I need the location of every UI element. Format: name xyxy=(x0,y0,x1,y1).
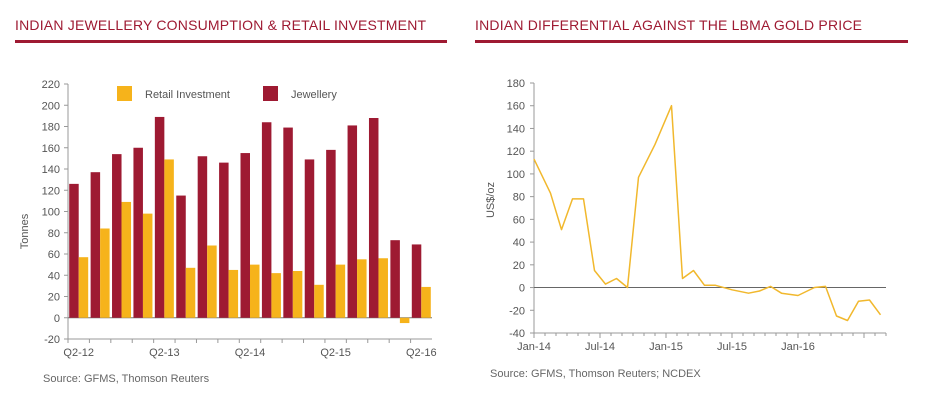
legend-swatch-jewellery xyxy=(263,86,278,101)
jewellery-bar xyxy=(347,125,358,318)
y-tick-label: -20 xyxy=(44,334,60,346)
y-tick-label: -20 xyxy=(509,305,525,317)
retail-investment-bar xyxy=(335,264,346,318)
x-tick-label: Jul-15 xyxy=(717,341,747,353)
y-tick-label: 0 xyxy=(54,313,60,325)
retail-investment-bar xyxy=(185,267,196,318)
legend-label-jewellery: Jewellery xyxy=(291,89,337,101)
y-tick-label: 100 xyxy=(507,169,525,181)
retail-investment-bar xyxy=(314,284,324,318)
retail-investment-bar xyxy=(271,273,281,318)
jewellery-bar xyxy=(390,240,400,318)
y-tick-label: 100 xyxy=(42,207,60,219)
y-tick-label: 120 xyxy=(42,185,60,197)
retail-investment-bar xyxy=(421,286,431,318)
right-chart-title: INDIAN DIFFERENTIAL AGAINST THE LBMA GOL… xyxy=(475,17,863,33)
legend-swatch-retail xyxy=(117,86,132,101)
x-tick-label: Q2-12 xyxy=(63,347,94,359)
y-tick-label: 120 xyxy=(507,146,525,158)
jewellery-bar xyxy=(69,183,79,318)
jewellery-bar xyxy=(283,127,293,318)
jewellery-bar xyxy=(154,116,165,318)
x-tick-label: Q2-15 xyxy=(320,347,351,359)
bar-chart: -20 0 20 40 60 80 100 120 140 160 180 200 220 Tonnes Q… xyxy=(19,79,437,359)
retail-investment-bar xyxy=(207,245,217,318)
retail-investment-bar xyxy=(357,259,367,318)
right-title-rule xyxy=(475,40,908,43)
y-tick-label: 160 xyxy=(42,143,60,155)
jewellery-bar xyxy=(261,122,272,318)
x-tick-label: Q2-13 xyxy=(149,347,180,359)
y-tick-label: 60 xyxy=(513,214,525,226)
right-chart-source: Source: GFMS, Thomson Reuters; NCDEX xyxy=(490,368,701,380)
jewellery-bar xyxy=(90,172,101,318)
left-title-rule xyxy=(15,40,447,43)
y-tick-label: 140 xyxy=(42,164,60,176)
jewellery-bar xyxy=(304,159,315,318)
retail-investment-bar xyxy=(228,269,239,318)
jewellery-bar xyxy=(133,147,143,318)
y-tick-label: 140 xyxy=(507,123,525,135)
left-chart-source: Source: GFMS, Thomson Reuters xyxy=(43,373,210,385)
differential-line xyxy=(533,104,882,322)
jewellery-bar xyxy=(197,156,208,318)
x-tick-label: Jan-14 xyxy=(517,341,551,353)
y-tick-label: 80 xyxy=(48,228,60,240)
jewellery-bar xyxy=(411,244,422,318)
y-tick-label: 40 xyxy=(513,237,525,249)
y-tick-label: 40 xyxy=(48,270,60,282)
jewellery-bar xyxy=(112,154,122,318)
y-tick-label: 180 xyxy=(507,78,525,90)
jewellery-bar xyxy=(219,162,229,318)
y-tick-label: 80 xyxy=(513,192,525,204)
x-tick-label: Jan-15 xyxy=(649,341,683,353)
y-tick-label: 20 xyxy=(48,292,60,304)
y-tick-label: 200 xyxy=(42,100,60,112)
legend-label-retail: Retail Investment xyxy=(145,89,230,101)
retail-investment-bar xyxy=(250,264,260,318)
retail-investment-bar xyxy=(142,213,153,318)
y-tick-label: 20 xyxy=(513,260,525,272)
y-axis-label: Tonnes xyxy=(19,213,31,249)
retail-investment-bar xyxy=(121,201,132,318)
x-tick-label: Q2-14 xyxy=(235,347,266,359)
y-tick-label: 60 xyxy=(48,249,60,261)
jewellery-bar xyxy=(368,118,379,318)
y-tick-label: 0 xyxy=(519,283,525,295)
y-tick-label: 220 xyxy=(42,79,60,91)
y-tick-label: 160 xyxy=(507,101,525,113)
line-chart: -40 -20 0 20 40 60 80 100 120 140 160 180 US$/oz Jan-… xyxy=(485,78,887,353)
jewellery-bar xyxy=(240,153,250,318)
retail-investment-bar xyxy=(78,257,89,318)
x-tick-label: Jul-14 xyxy=(585,341,615,353)
x-tick-label: Jan-16 xyxy=(781,341,815,353)
left-chart-title: INDIAN JEWELLERY CONSUMPTION & RETAIL IN… xyxy=(15,17,427,33)
retail-investment-bar xyxy=(292,271,303,318)
retail-investment-bar xyxy=(399,317,410,324)
y-tick-label: -40 xyxy=(509,328,525,340)
retail-investment-bar xyxy=(100,228,110,318)
jewellery-bar xyxy=(326,149,336,318)
retail-investment-bar xyxy=(164,159,174,318)
jewellery-bar xyxy=(176,195,186,318)
x-tick-label: Q2-16 xyxy=(406,347,437,359)
y-axis-label: US$/oz xyxy=(485,182,497,218)
retail-investment-bar xyxy=(378,258,388,318)
y-tick-label: 180 xyxy=(42,122,60,134)
